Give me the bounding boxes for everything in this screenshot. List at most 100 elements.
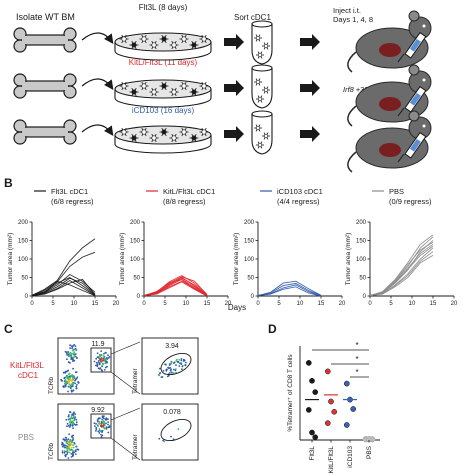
y-tick-label: 150 xyxy=(18,239,29,245)
cell-icon xyxy=(179,34,189,44)
cell-body xyxy=(257,52,263,58)
tube-group xyxy=(251,20,273,155)
event-dot xyxy=(182,358,185,361)
cell-body xyxy=(121,129,127,135)
event-dot xyxy=(73,355,76,358)
y-axis-label: Tumor area (mm²) xyxy=(345,233,352,285)
event-dot xyxy=(69,441,72,444)
data-point xyxy=(309,429,315,436)
event-dot xyxy=(73,381,76,384)
event-dot xyxy=(94,425,96,427)
syringe-needle xyxy=(397,53,405,63)
event-dot xyxy=(74,424,77,426)
event-dot xyxy=(102,424,105,427)
event-dot xyxy=(184,364,187,366)
x-tick-label: 0 xyxy=(30,301,34,307)
series-line xyxy=(369,234,434,297)
cell-icon xyxy=(139,81,149,91)
event-dot xyxy=(159,367,161,370)
event-dot xyxy=(69,344,71,347)
cell-body xyxy=(121,36,127,42)
legend-subtitle: (0/9 regress) xyxy=(389,197,432,206)
cell-icon xyxy=(256,141,264,149)
tube-body xyxy=(251,113,273,155)
gate-ellipse xyxy=(160,352,192,376)
event-dot xyxy=(103,369,106,371)
event-dot xyxy=(98,428,101,430)
event-dot xyxy=(63,444,65,446)
event-dot xyxy=(162,439,165,442)
block-arrow-sort xyxy=(224,80,244,96)
event-dot xyxy=(162,369,165,372)
cell-icon xyxy=(119,127,129,137)
event-dot xyxy=(96,352,99,355)
event-dot xyxy=(100,350,103,352)
data-point xyxy=(350,406,357,412)
y-tick-label: 0 xyxy=(25,294,29,300)
event-dot xyxy=(72,416,75,419)
event-dot xyxy=(71,441,74,443)
event-dot xyxy=(101,434,104,437)
event-dot xyxy=(67,415,70,418)
flow-plot-left: 9.92 TCRb xyxy=(48,403,115,461)
series-line xyxy=(31,276,96,297)
cell-icon xyxy=(129,40,139,50)
y-axis-label: Tumor area (mm²) xyxy=(119,233,126,285)
tube-icon xyxy=(251,110,273,155)
mouse-eye xyxy=(422,124,426,128)
mouse-tail xyxy=(347,151,357,173)
tube-rim xyxy=(251,110,273,118)
x-tick-label: 10 xyxy=(183,301,190,307)
event-dot xyxy=(98,363,101,366)
tumor-chart-1: Flt3L cDC1(6/8 regress) 0 50 100 150 200 0 5 10 1… xyxy=(7,187,120,307)
event-dot xyxy=(66,425,68,428)
cell-body xyxy=(201,36,207,42)
series-line xyxy=(143,279,208,297)
event-dot xyxy=(170,361,173,364)
event-dot xyxy=(71,413,73,416)
event-dot xyxy=(72,389,75,391)
event-dot xyxy=(103,417,105,420)
event-dot xyxy=(72,352,75,355)
series-line xyxy=(257,286,322,297)
category-label: Flt3L xyxy=(309,446,316,461)
event-dot xyxy=(95,364,97,367)
syringe-fluid xyxy=(409,92,421,106)
tube-rim xyxy=(251,64,273,72)
category-label: iCD103 xyxy=(347,446,354,468)
event-dot xyxy=(73,419,76,422)
gate-link-line xyxy=(110,407,141,421)
cell-body xyxy=(181,83,187,89)
mouse-ear xyxy=(408,10,420,22)
legend-label: KitL/Flt3L cDC1 xyxy=(163,187,215,196)
cell-body xyxy=(255,79,261,85)
event-dot xyxy=(72,437,74,439)
flow-plot-right: 3.94 Tetramer xyxy=(132,337,199,395)
mouse-eye xyxy=(422,78,426,82)
x-tick-label: 20 xyxy=(225,301,232,307)
event-dot xyxy=(170,368,173,371)
event-dot xyxy=(178,365,181,367)
y-tick-label: 200 xyxy=(356,220,367,226)
event-dot xyxy=(103,360,106,362)
cell-body xyxy=(201,83,207,89)
event-dot xyxy=(70,453,73,455)
cell-icon xyxy=(159,127,169,137)
event-dot xyxy=(102,422,105,424)
event-dot xyxy=(100,358,103,360)
event-dot xyxy=(76,376,79,379)
event-dot xyxy=(73,443,76,445)
event-dot xyxy=(65,375,68,378)
inject-days: Days 1, 4, 8 xyxy=(333,15,373,24)
event-dot xyxy=(74,379,76,382)
series-line xyxy=(369,241,434,297)
culture-dish-icon xyxy=(114,79,212,108)
event-dot xyxy=(98,354,101,357)
cell-body xyxy=(161,83,167,89)
data-point xyxy=(324,420,331,426)
gate-link-line xyxy=(110,341,141,355)
x-tick-label: 20 xyxy=(339,301,346,307)
y-axis-label: %Tetramer⁺ of CD8 T cells xyxy=(287,354,294,432)
event-dot xyxy=(104,428,106,430)
